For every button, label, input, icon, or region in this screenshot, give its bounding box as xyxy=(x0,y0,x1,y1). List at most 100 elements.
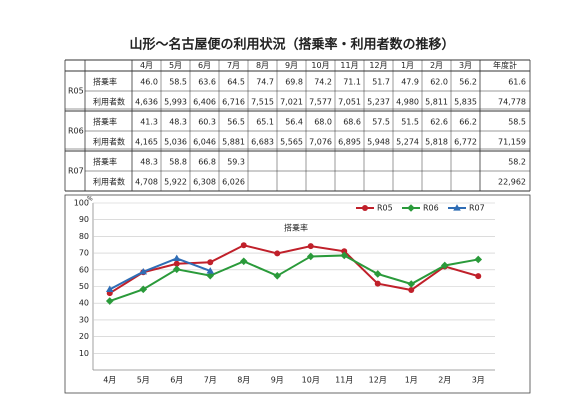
cell: 6,716 xyxy=(222,98,245,107)
marker xyxy=(274,250,281,257)
x-tick-label: 4月 xyxy=(103,376,116,385)
cell: 5,835 xyxy=(454,98,477,107)
cell: 5,036 xyxy=(164,138,187,147)
y-tick-label: 30 xyxy=(79,315,89,324)
legend-marker xyxy=(407,204,415,212)
column-header: 6月 xyxy=(198,61,211,70)
cell: 5,565 xyxy=(280,138,303,147)
y-tick-label: 80 xyxy=(79,232,89,241)
cell: 47.9 xyxy=(401,78,419,87)
marker xyxy=(440,261,449,270)
marker xyxy=(207,259,214,266)
series-line xyxy=(109,244,479,295)
marker xyxy=(307,243,314,250)
cell: 74.2 xyxy=(314,78,332,87)
chart-title: 搭乗率 xyxy=(284,223,308,233)
x-tick-label: 9月 xyxy=(271,376,284,385)
y-unit: % xyxy=(87,196,93,203)
column-header: 11月 xyxy=(340,61,358,70)
cell: 4,636 xyxy=(135,98,158,107)
cell: 5,818 xyxy=(425,138,448,147)
marker xyxy=(139,268,148,275)
cell: 58.5 xyxy=(169,78,187,87)
cell: 56.5 xyxy=(227,118,245,127)
total-cell: 61.6 xyxy=(508,78,526,87)
x-tick-label: 7月 xyxy=(204,376,217,385)
cell: 59.3 xyxy=(227,158,245,167)
cell: 5,811 xyxy=(425,98,448,107)
marker xyxy=(475,273,482,280)
year-label: R05 xyxy=(68,87,84,96)
cell: 46.0 xyxy=(140,78,158,87)
cell: 6,046 xyxy=(193,138,216,147)
cell: 69.8 xyxy=(285,78,303,87)
row-label: 利用者数 xyxy=(93,97,125,107)
page-title: 山形～名古屋便の利用状況（搭乗率・利用者数の推移） xyxy=(129,37,454,53)
row-label: 利用者数 xyxy=(93,177,125,187)
x-tick-label: 3月 xyxy=(472,376,485,385)
cell: 6,026 xyxy=(222,178,245,187)
y-tick-label: 90 xyxy=(79,215,89,224)
x-tick-label: 5月 xyxy=(137,376,150,385)
cell: 41.3 xyxy=(140,118,158,127)
cell: 6,406 xyxy=(193,98,216,107)
total-cell: 58.2 xyxy=(508,158,526,167)
cell: 56.2 xyxy=(459,78,477,87)
row-label: 搭乗率 xyxy=(93,77,117,87)
column-header: 1月 xyxy=(401,61,414,70)
cell: 48.3 xyxy=(169,118,187,127)
x-tick-label: 12月 xyxy=(369,376,387,385)
row-label: 搭乗率 xyxy=(93,117,117,127)
cell: 58.8 xyxy=(169,158,187,167)
column-header: 2月 xyxy=(430,61,443,70)
x-tick-label: 11月 xyxy=(335,376,353,385)
column-header: 7月 xyxy=(227,61,240,70)
cell: 66.8 xyxy=(198,158,216,167)
column-header: 3月 xyxy=(459,61,472,70)
chart-frame xyxy=(64,194,531,394)
marker xyxy=(340,251,349,260)
cell: 5,881 xyxy=(222,138,245,147)
y-tick-label: 70 xyxy=(79,249,89,258)
cell: 57.5 xyxy=(372,118,390,127)
cell: 4,980 xyxy=(396,98,419,107)
cell: 56.4 xyxy=(285,118,303,127)
y-tick-label: 40 xyxy=(79,299,89,308)
cell: 64.5 xyxy=(227,78,245,87)
cell: 65.1 xyxy=(256,118,274,127)
marker xyxy=(341,248,348,255)
cell: 74.7 xyxy=(256,78,274,87)
cell: 62.0 xyxy=(430,78,448,87)
marker xyxy=(407,280,416,288)
legend-label: R07 xyxy=(469,204,485,213)
x-tick-label: 10月 xyxy=(302,376,320,385)
cell: 60.3 xyxy=(198,118,216,127)
y-tick-label: 20 xyxy=(79,332,89,341)
legend-marker xyxy=(453,204,461,211)
x-tick-label: 1月 xyxy=(405,376,418,385)
series-line xyxy=(109,257,211,291)
legend-label: R05 xyxy=(377,204,393,213)
y-tick-label: 10 xyxy=(79,349,89,358)
column-header: 9月 xyxy=(285,61,298,70)
total-cell: 74,778 xyxy=(498,98,526,107)
cell: 4,165 xyxy=(135,138,158,147)
marker xyxy=(172,265,181,274)
cell: 5,274 xyxy=(396,138,419,147)
legend-marker xyxy=(362,205,368,211)
y-tick-label: 50 xyxy=(79,282,89,291)
x-tick-label: 2月 xyxy=(438,376,451,385)
marker xyxy=(206,267,215,274)
x-tick-label: 6月 xyxy=(170,376,183,385)
marker xyxy=(240,242,247,249)
cell: 5,948 xyxy=(367,138,390,147)
cell: 5,922 xyxy=(164,178,187,187)
cell: 6,772 xyxy=(454,138,477,147)
column-header: 12月 xyxy=(369,61,387,70)
cell: 62.6 xyxy=(430,118,448,127)
cell: 6,308 xyxy=(193,178,216,187)
marker xyxy=(139,285,148,294)
cell: 7,076 xyxy=(309,138,332,147)
cell: 51.5 xyxy=(401,118,419,127)
